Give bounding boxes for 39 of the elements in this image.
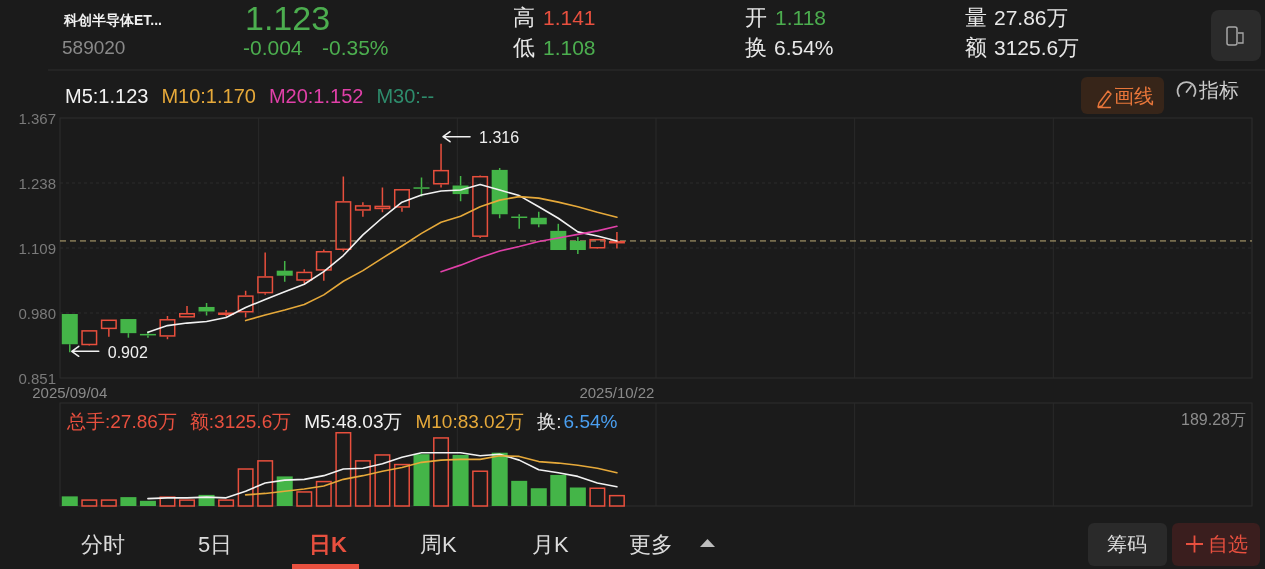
text: 量 bbox=[965, 4, 987, 30]
text: 1.123 bbox=[245, 0, 331, 37]
y-tick-label: 1.367 bbox=[18, 109, 56, 127]
text: 6.54% bbox=[774, 35, 834, 59]
text: 总手:27.86万 bbox=[66, 410, 177, 432]
text: 1.118 bbox=[775, 5, 826, 29]
y-tick-label: 1.109 bbox=[18, 239, 56, 257]
text: 周K bbox=[420, 531, 457, 557]
text: 筹码 bbox=[1107, 533, 1147, 555]
text: 低 bbox=[513, 34, 535, 60]
text: 开 bbox=[745, 4, 767, 30]
y-tick-label: 0.980 bbox=[18, 304, 56, 322]
text: 额 bbox=[965, 34, 987, 60]
text: 换 bbox=[745, 34, 767, 60]
text: 自选 bbox=[1208, 533, 1248, 555]
text: 月K bbox=[532, 531, 569, 557]
text: 1.141 bbox=[543, 5, 596, 29]
text: 3125.6万 bbox=[994, 35, 1080, 59]
text: 分时 bbox=[81, 531, 125, 557]
text: 27.86万 bbox=[994, 5, 1068, 29]
text: 更多 bbox=[629, 531, 673, 557]
text: 换: bbox=[537, 410, 562, 432]
text: 画线 bbox=[1114, 85, 1154, 107]
text: -0.004 bbox=[243, 35, 303, 59]
text: 额:3125.6万 bbox=[189, 410, 292, 432]
text: 指标 bbox=[1198, 79, 1239, 101]
text: 高 bbox=[513, 4, 535, 30]
text: 589020 bbox=[62, 36, 126, 58]
text: -0.35% bbox=[322, 35, 389, 59]
text: 1.108 bbox=[543, 35, 596, 59]
text: 6.54% bbox=[563, 410, 618, 432]
y-tick-label: 1.238 bbox=[18, 174, 56, 192]
x-tick-label: 2025/10/22 bbox=[579, 383, 655, 401]
annotation: 0.902 bbox=[107, 343, 148, 361]
text: 189.28万 bbox=[1181, 410, 1246, 428]
text: 日K bbox=[309, 531, 347, 557]
annotation: 1.316 bbox=[479, 129, 520, 147]
text: 科创半导体ET... bbox=[63, 12, 163, 28]
text: 5日 bbox=[198, 531, 233, 557]
